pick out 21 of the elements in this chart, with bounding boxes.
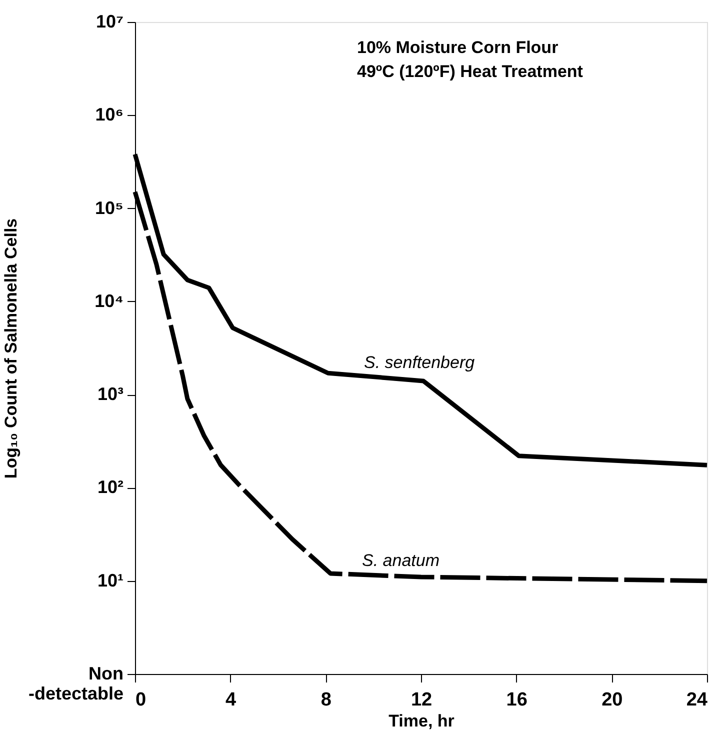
x-tick-label: 0 [136, 690, 146, 710]
x-axis-title: Time, hr [388, 712, 455, 730]
x-tick-label: 16 [506, 690, 528, 710]
annotation: 49ºC (120ºF) Heat Treatment [357, 62, 584, 81]
x-tick-label: 24 [686, 690, 708, 710]
annotation: 10% Moisture Corn Flour [357, 38, 559, 57]
x-tick-label: 12 [410, 690, 432, 710]
x-tick-label: 4 [226, 690, 237, 710]
annotation: S. anatum [362, 551, 440, 570]
y-tick-label: 10¹ [97, 570, 124, 590]
y-tick-label: 10⁵ [95, 198, 124, 218]
y-tick-label: 10⁶ [95, 104, 124, 125]
y-tick-label: 10³ [97, 384, 124, 404]
y-tick-label: Non -detectable [28, 664, 124, 704]
y-tick-label: 10⁴ [94, 290, 124, 311]
annotation: S. senftenberg [364, 353, 476, 372]
y-tick-label: 10⁷ [96, 12, 124, 32]
y-tick-label: 10² [97, 477, 124, 498]
x-tick-label: 8 [320, 690, 332, 710]
x-tick-label: 20 [602, 690, 623, 710]
y-axis-title: Log₁₀ Count of Salmonella Cells [1, 218, 20, 479]
